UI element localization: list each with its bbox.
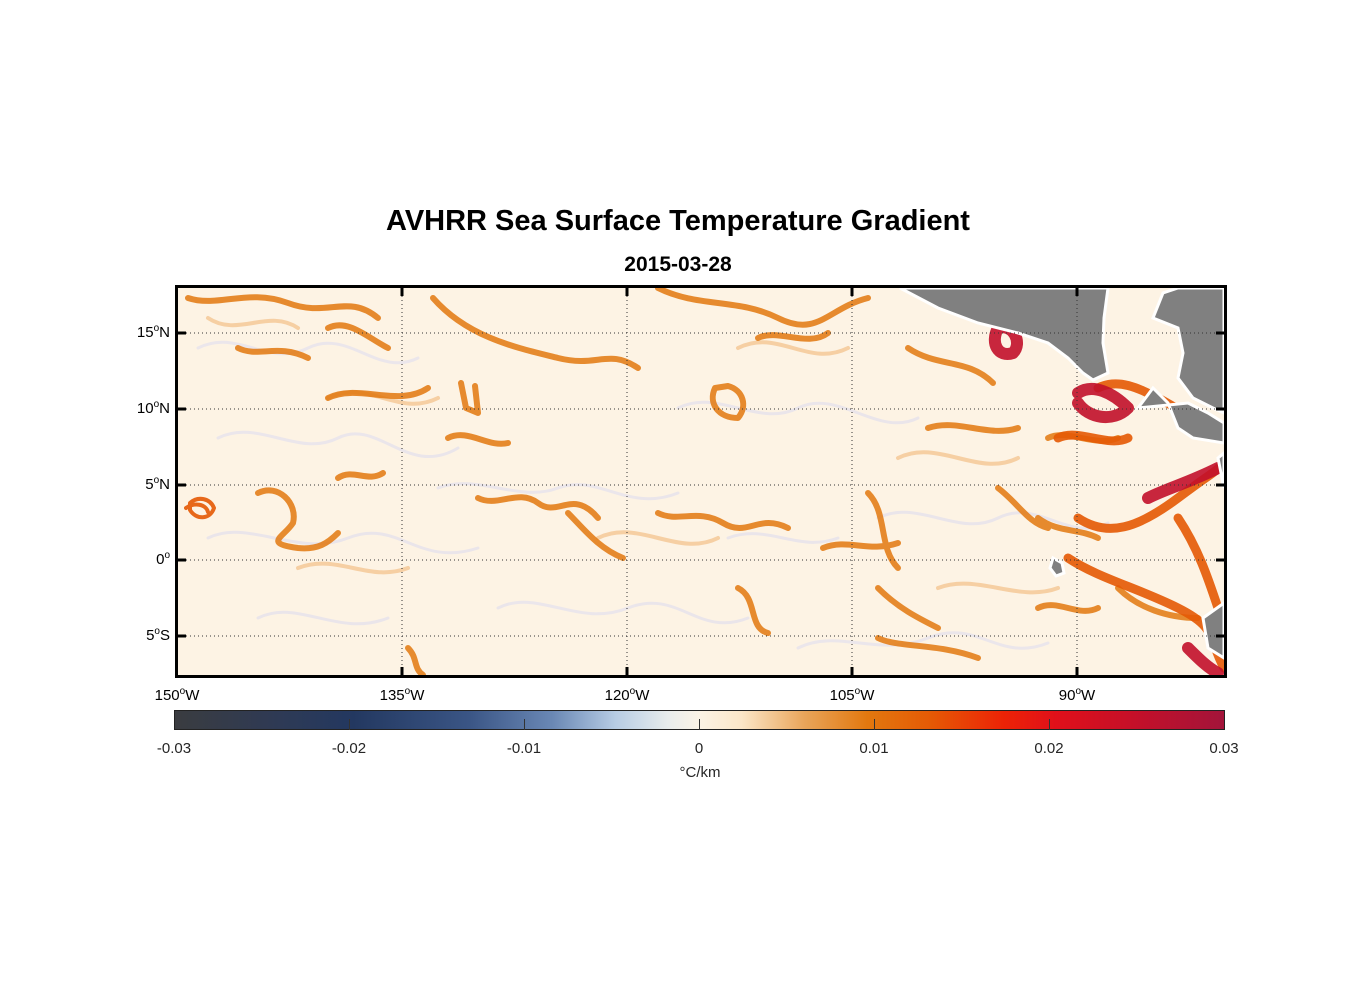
lon-label-120w: 120oW: [604, 686, 650, 704]
lat-label-5s: 5oS: [146, 626, 170, 644]
gradient-fronts: [184, 288, 1224, 675]
colorbar-unit-label: °C/km: [679, 764, 721, 781]
colorbar-tick: [874, 719, 875, 730]
map-subtitle-date: 2015-03-28: [624, 253, 732, 276]
colorbar-tick: [1049, 719, 1050, 730]
lon-label-90w: 90oW: [1058, 686, 1096, 704]
sst-gradient-map: [175, 285, 1227, 678]
colorbar-label-0: 0: [694, 740, 704, 757]
colorbar-label-002: 0.02: [1034, 740, 1064, 757]
map-title: AVHRR Sea Surface Temperature Gradient: [386, 205, 970, 237]
colorbar-label-001: 0.01: [859, 740, 889, 757]
colorbar-tick: [524, 719, 525, 730]
lon-label-150w: 150oW: [154, 686, 200, 704]
lat-label-5n: 5oN: [145, 475, 170, 493]
colorbar-tick: [349, 719, 350, 730]
lat-lon-gridlines: [178, 288, 1224, 675]
colorbar-label-neg001: -0.01: [506, 740, 542, 757]
lon-label-135w: 135oW: [379, 686, 425, 704]
lat-label-10n: 10oN: [136, 399, 170, 417]
frame-ticks: [178, 288, 1224, 675]
colorbar-label-003: 0.03: [1209, 740, 1239, 757]
land-masses: [899, 288, 1224, 660]
colorbar-label-neg002: -0.02: [331, 740, 367, 757]
colorbar-label-neg003: -0.03: [156, 740, 192, 757]
map-canvas: [178, 288, 1224, 675]
colorbar-tick: [699, 719, 700, 730]
lat-label-0: 0o: [156, 550, 170, 568]
lat-label-15n: 15oN: [136, 323, 170, 341]
lon-label-105w: 105oW: [829, 686, 875, 704]
